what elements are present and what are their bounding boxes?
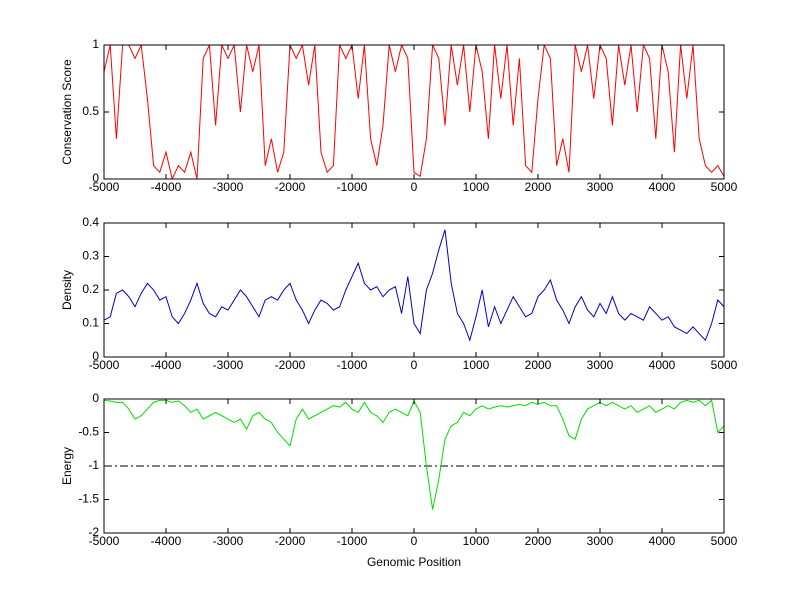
x-tick-label: 0 (411, 358, 418, 372)
y-tick-label: 0.2 (82, 282, 99, 296)
y-axis-label: Energy (60, 447, 74, 485)
y-tick-label: -1.5 (78, 492, 99, 506)
x-tick-label: 5000 (711, 358, 738, 372)
x-tick-label: 4000 (649, 180, 676, 194)
y-tick-label: 1 (92, 37, 99, 51)
x-tick-label: -3000 (213, 180, 244, 194)
data-line (104, 45, 724, 179)
x-tick-label: 1000 (463, 180, 490, 194)
data-line (104, 229, 724, 342)
y-tick-label: -0.5 (78, 425, 99, 439)
x-tick-label: 2000 (525, 358, 552, 372)
x-tick-label: 3000 (587, 534, 614, 548)
y-tick-label: -2 (88, 525, 99, 539)
x-tick-label: 2000 (525, 534, 552, 548)
x-tick-label: -2000 (275, 358, 306, 372)
x-tick-label: 5000 (711, 180, 738, 194)
x-tick-label: 2000 (525, 180, 552, 194)
x-tick-label: 0 (411, 534, 418, 548)
x-tick-label: -3000 (213, 358, 244, 372)
x-tick-label: 4000 (649, 358, 676, 372)
x-tick-label: 3000 (587, 358, 614, 372)
x-tick-label: -1000 (337, 534, 368, 548)
x-tick-label: 4000 (649, 534, 676, 548)
x-tick-label: -4000 (151, 180, 182, 194)
y-tick-label: 0.1 (82, 316, 99, 330)
x-axis-label: Genomic Position (367, 555, 461, 569)
y-axis-label: Density (60, 270, 74, 310)
x-tick-label: 0 (411, 180, 418, 194)
x-tick-label: -5000 (89, 358, 120, 372)
x-tick-label: -4000 (151, 534, 182, 548)
y-tick-label: 0.5 (82, 104, 99, 118)
x-tick-label: 5000 (711, 534, 738, 548)
x-tick-label: -3000 (213, 534, 244, 548)
x-tick-label: -2000 (275, 534, 306, 548)
x-tick-label: -4000 (151, 358, 182, 372)
x-tick-label: -5000 (89, 534, 120, 548)
y-tick-label: -1 (88, 458, 99, 472)
x-tick-label: -1000 (337, 180, 368, 194)
plot-area (104, 45, 724, 179)
x-tick-label: -5000 (89, 180, 120, 194)
y-axis-label: Conservation Score (60, 59, 74, 165)
x-tick-label: 1000 (463, 358, 490, 372)
plot-area (104, 223, 724, 357)
y-tick-label: 0 (92, 349, 99, 363)
x-tick-label: 3000 (587, 180, 614, 194)
y-tick-label: 0.4 (82, 215, 99, 229)
y-tick-label: 0.3 (82, 249, 99, 263)
y-tick-label: 0 (92, 391, 99, 405)
x-tick-label: -2000 (275, 180, 306, 194)
x-tick-label: 1000 (463, 534, 490, 548)
y-tick-label: 0 (92, 171, 99, 185)
x-tick-label: -1000 (337, 358, 368, 372)
